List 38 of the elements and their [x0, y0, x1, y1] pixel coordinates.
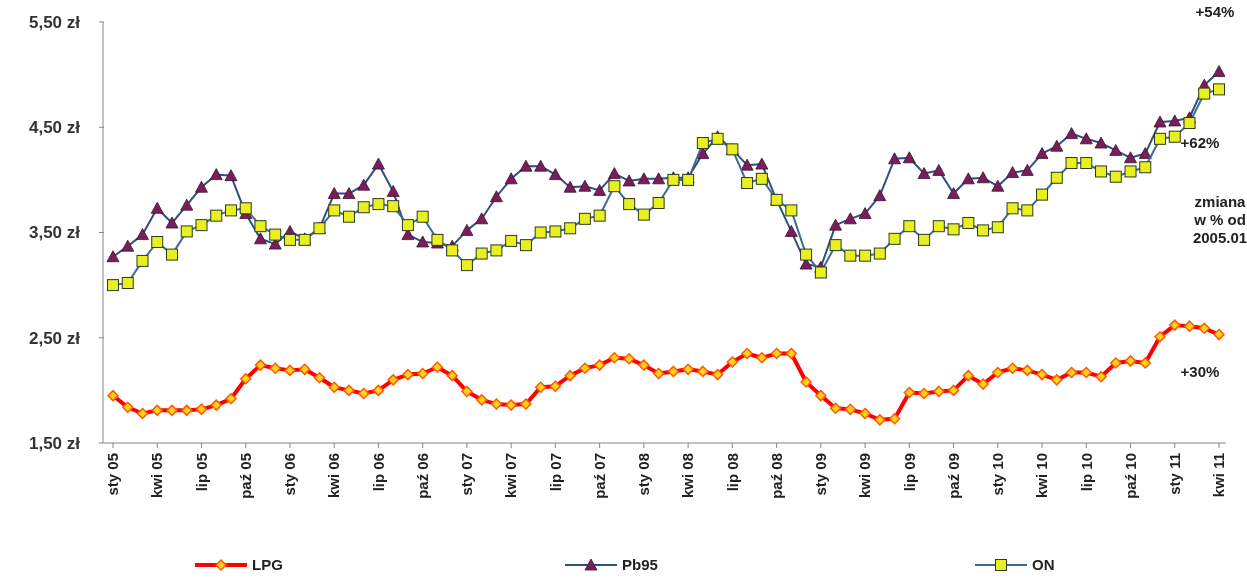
annotation: zmiana w % od 2005.01 — [1192, 193, 1247, 247]
x-tick-label: sty 10 — [989, 453, 1007, 496]
x-tick-label: kwi 06 — [325, 453, 343, 499]
legend-label: LPG — [252, 556, 283, 574]
x-tick-label: paź 07 — [590, 453, 608, 499]
legend-label: ON — [1032, 556, 1055, 574]
x-tick-label: paź 06 — [413, 453, 431, 499]
x-tick-label: sty 11 — [1166, 453, 1184, 495]
x-tick-label: kwi 11 — [1210, 453, 1228, 498]
text: +54% — [1195, 3, 1235, 21]
x-tick-label: lip 09 — [900, 453, 918, 492]
x-tick-label: lip 05 — [192, 453, 210, 492]
y-tick-label: 3,50 zł — [28, 223, 81, 243]
x-tick-label: kwi 09 — [856, 453, 874, 499]
x-tick-label: paź 05 — [236, 453, 254, 499]
x-tick-label: sty 08 — [635, 453, 653, 496]
x-tick-label: kwi 05 — [148, 453, 166, 499]
x-tick-label: paź 08 — [767, 453, 785, 499]
x-tick-label: kwi 07 — [502, 453, 520, 499]
y-tick-label: 2,50 zł — [28, 328, 81, 348]
x-tick-label: lip 10 — [1077, 453, 1095, 492]
x-tick-label: kwi 10 — [1033, 453, 1051, 499]
annotation: +30% — [1180, 363, 1220, 381]
x-tick-label: sty 06 — [281, 453, 299, 496]
x-tick-label: paź 10 — [1121, 453, 1139, 499]
y-tick-label: 5,50 zł — [28, 12, 81, 32]
y-tick-label: 4,50 zł — [28, 118, 81, 138]
x-tick-label: paź 09 — [944, 453, 962, 499]
y-tick-label: 1,50 zł — [28, 433, 81, 453]
annotation: +62% — [1180, 134, 1220, 152]
x-tick-label: kwi 08 — [679, 453, 697, 499]
x-tick-label: lip 07 — [546, 453, 564, 492]
legend-label: Pb95 — [622, 556, 658, 574]
x-tick-label: lip 08 — [723, 453, 741, 492]
x-tick-label: sty 05 — [104, 453, 122, 496]
x-tick-label: lip 06 — [369, 453, 387, 492]
x-tick-label: sty 07 — [458, 453, 476, 496]
x-tick-label: sty 09 — [812, 453, 830, 496]
